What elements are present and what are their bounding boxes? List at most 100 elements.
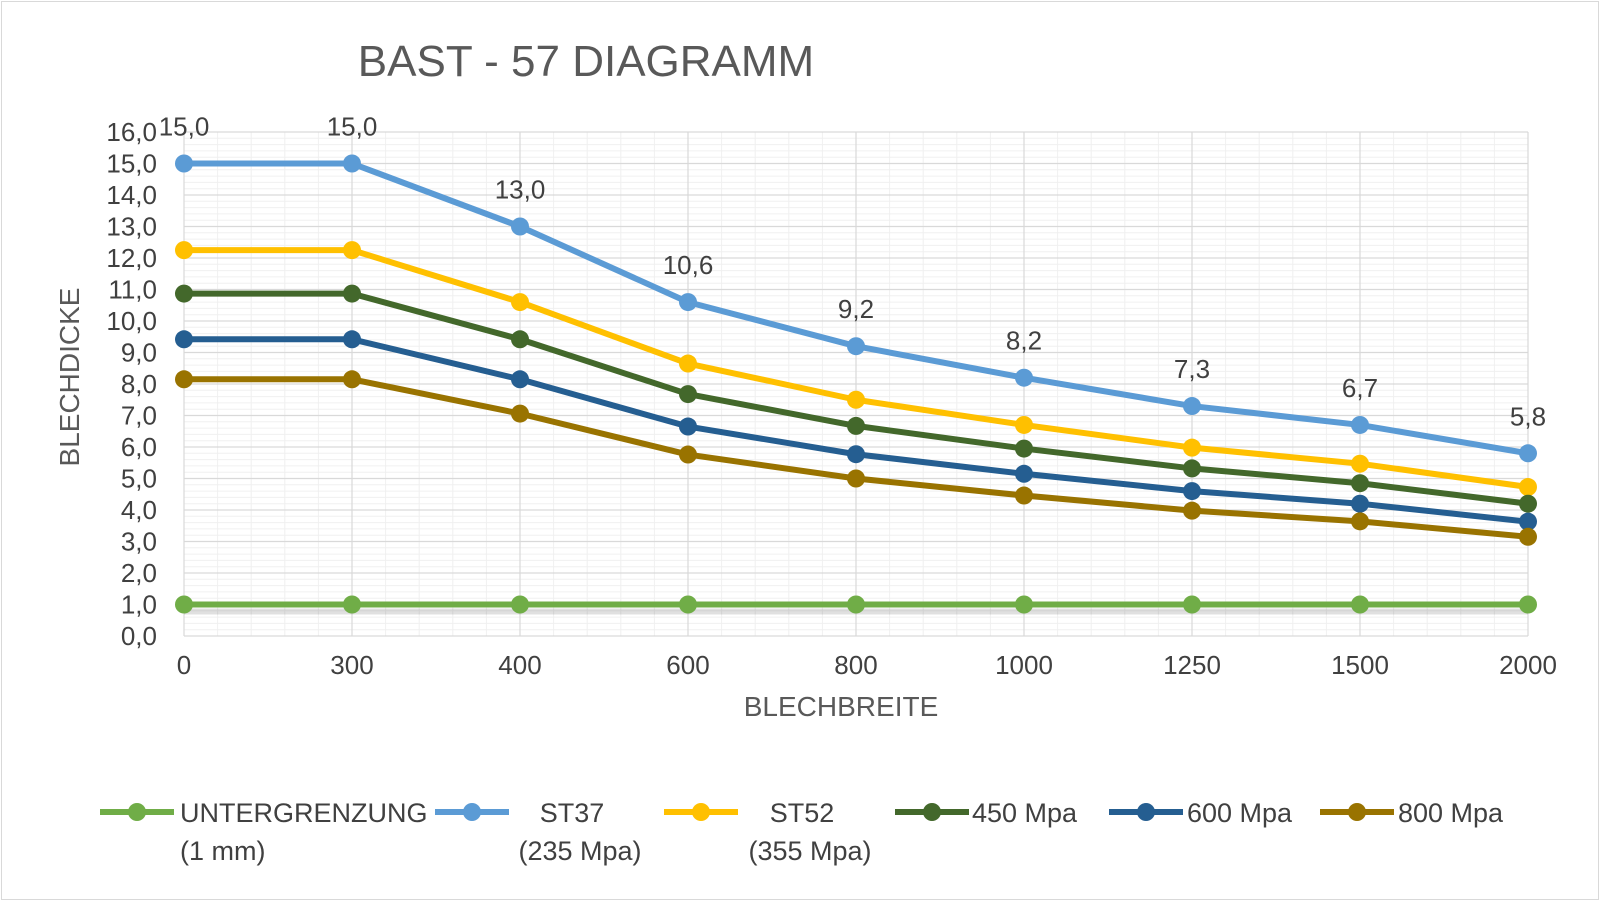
series-4 <box>175 330 1537 531</box>
data-point <box>847 416 865 435</box>
legend-label: 800 Mpa <box>1398 798 1504 828</box>
legend-label-line2: (235 Mpa) <box>518 836 641 866</box>
data-point <box>343 154 361 173</box>
legend-item: 800 Mpa <box>1320 798 1504 828</box>
x-tick-label: 1000 <box>995 650 1053 680</box>
data-point <box>343 284 361 303</box>
data-label: 15,0 <box>327 112 378 142</box>
x-tick-label: 800 <box>834 650 877 680</box>
legend-marker <box>692 803 710 821</box>
y-tick-label: 14,0 <box>106 180 157 210</box>
data-point <box>1351 474 1369 493</box>
data-point <box>1519 527 1537 546</box>
data-point <box>847 469 865 488</box>
legend-item: ST52 (355 Mpa) <box>664 798 872 866</box>
legend-label: ST52 <box>770 798 835 828</box>
y-tick-label: 10,0 <box>106 306 157 336</box>
data-label: 6,7 <box>1342 373 1378 403</box>
legend-item: 450 Mpa <box>895 798 1078 828</box>
data-point <box>1183 397 1201 416</box>
data-point <box>1183 501 1201 520</box>
data-point <box>175 241 193 260</box>
y-axis-title: BLECHDICKE <box>54 288 85 467</box>
x-tick-label: 0 <box>177 650 191 680</box>
x-tick-label: 600 <box>666 650 709 680</box>
data-point <box>1183 459 1201 478</box>
data-point <box>511 595 529 614</box>
legend-item: UNTERGRENZUNG (1 mm) <box>100 798 428 866</box>
data-point <box>679 293 697 312</box>
y-tick-label: 16,0 <box>106 117 157 147</box>
data-point <box>1015 486 1033 505</box>
data-point <box>679 354 697 373</box>
y-axis-tick-labels: 0,01,02,03,04,05,06,07,08,09,010,011,012… <box>106 117 157 651</box>
data-point <box>679 417 697 436</box>
series-5 <box>175 370 1537 546</box>
y-tick-label: 4,0 <box>121 495 157 525</box>
y-tick-label: 6,0 <box>121 432 157 462</box>
data-point <box>1351 415 1369 434</box>
legend-item: 600 Mpa <box>1109 798 1293 828</box>
legend: UNTERGRENZUNG (1 mm) ST37 (235 Mpa) ST52 (355… <box>100 798 1504 866</box>
data-point <box>1351 595 1369 614</box>
data-point <box>1015 464 1033 483</box>
x-tick-label: 300 <box>330 650 373 680</box>
data-point <box>1351 454 1369 473</box>
data-point <box>511 404 529 423</box>
x-tick-label: 1500 <box>1331 650 1389 680</box>
data-label: 7,3 <box>1174 354 1210 384</box>
legend-label-line2: (1 mm) <box>180 836 265 866</box>
data-point <box>847 595 865 614</box>
y-tick-label: 15,0 <box>106 149 157 179</box>
y-tick-label: 13,0 <box>106 212 157 242</box>
data-point <box>1015 368 1033 387</box>
legend-label: UNTERGRENZUNG <box>180 798 428 828</box>
legend-label-line2: (355 Mpa) <box>748 836 871 866</box>
data-point <box>511 370 529 389</box>
data-point <box>175 595 193 614</box>
y-tick-label: 8,0 <box>121 369 157 399</box>
x-tick-label: 400 <box>498 650 541 680</box>
y-tick-label: 3,0 <box>121 527 157 557</box>
data-label: 13,0 <box>495 175 546 205</box>
y-tick-label: 11,0 <box>108 275 157 305</box>
data-point <box>1015 439 1033 458</box>
data-point <box>1351 512 1369 531</box>
series-2 <box>175 241 1537 497</box>
data-point <box>511 293 529 312</box>
data-point <box>679 595 697 614</box>
data-label: 8,2 <box>1006 326 1042 356</box>
data-point <box>1519 478 1537 497</box>
data-point <box>1519 595 1537 614</box>
data-point <box>175 330 193 349</box>
y-tick-label: 9,0 <box>121 338 157 368</box>
legend-marker <box>1348 803 1366 821</box>
data-point <box>343 330 361 349</box>
legend-marker <box>1137 803 1155 821</box>
series-1 <box>175 154 1537 463</box>
data-point <box>679 385 697 404</box>
data-label: 15,0 <box>159 112 210 142</box>
data-point <box>1351 494 1369 513</box>
data-point <box>175 154 193 173</box>
data-labels: 15,0 15,0 13,0 10,6 9,2 8,2 7,3 6,7 5,8 <box>159 112 1546 432</box>
legend-item: ST37 (235 Mpa) <box>435 798 642 866</box>
data-point <box>175 284 193 303</box>
data-point <box>1519 494 1537 513</box>
y-tick-label: 7,0 <box>121 401 157 431</box>
legend-marker <box>923 803 941 821</box>
data-point <box>847 390 865 409</box>
y-tick-label: 12,0 <box>106 243 157 273</box>
data-point <box>1519 444 1537 463</box>
x-tick-label: 2000 <box>1499 650 1557 680</box>
y-tick-label: 5,0 <box>121 464 157 494</box>
series-0 <box>175 595 1537 615</box>
series-lines <box>175 154 1537 615</box>
data-point <box>343 241 361 260</box>
y-tick-label: 1,0 <box>121 590 157 620</box>
data-point <box>1015 415 1033 434</box>
data-point <box>847 445 865 464</box>
x-tick-label: 1250 <box>1163 650 1221 680</box>
data-label: 10,6 <box>663 250 714 280</box>
